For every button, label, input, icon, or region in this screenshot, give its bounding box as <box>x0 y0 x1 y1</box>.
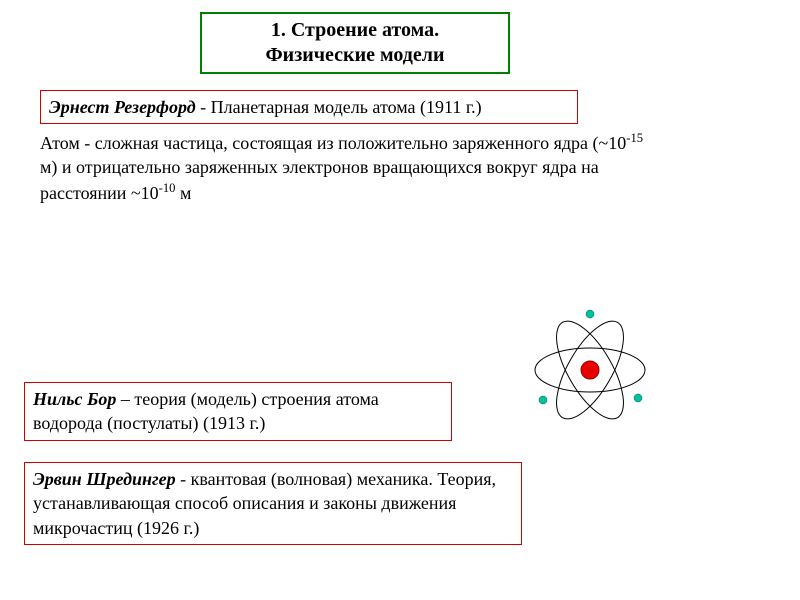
title-line-1: 1. Строение атома. <box>271 19 439 41</box>
title-line-2: Физические модели <box>266 44 445 66</box>
desc-sup1: -15 <box>626 131 643 145</box>
bohr-box: Нильс Бор – теория (модель) строения ато… <box>24 382 452 441</box>
electron <box>586 310 594 318</box>
desc-mid: м) и отрицательно заряженных электронов … <box>40 157 599 202</box>
nucleus <box>581 361 599 379</box>
electrons <box>539 310 642 404</box>
atom-description: Атом - сложная частица, состоящая из пол… <box>40 130 660 205</box>
desc-sup2: -10 <box>159 181 176 195</box>
bohr-name: Нильс Бор <box>33 389 116 409</box>
electron <box>634 394 642 402</box>
desc-suffix: м <box>175 183 191 203</box>
atom-diagram <box>520 300 660 440</box>
section-title: 1. Строение атома. Физические модели <box>200 12 510 74</box>
rutherford-dash: - <box>196 97 211 117</box>
schrodinger-box: Эрвин Шредингер - квантовая (волновая) м… <box>24 462 522 545</box>
electron <box>539 396 547 404</box>
schrodinger-dash: - <box>176 469 191 489</box>
rutherford-text: Планетарная модель атома (1911 г.) <box>211 97 482 117</box>
schrodinger-name: Эрвин Шредингер <box>33 469 176 489</box>
rutherford-box: Эрнест Резерфорд - Планетарная модель ат… <box>40 90 578 124</box>
bohr-dash: – <box>116 389 134 409</box>
desc-prefix: Атом - сложная частица, состоящая из пол… <box>40 133 626 153</box>
rutherford-name: Эрнест Резерфорд <box>49 97 196 117</box>
